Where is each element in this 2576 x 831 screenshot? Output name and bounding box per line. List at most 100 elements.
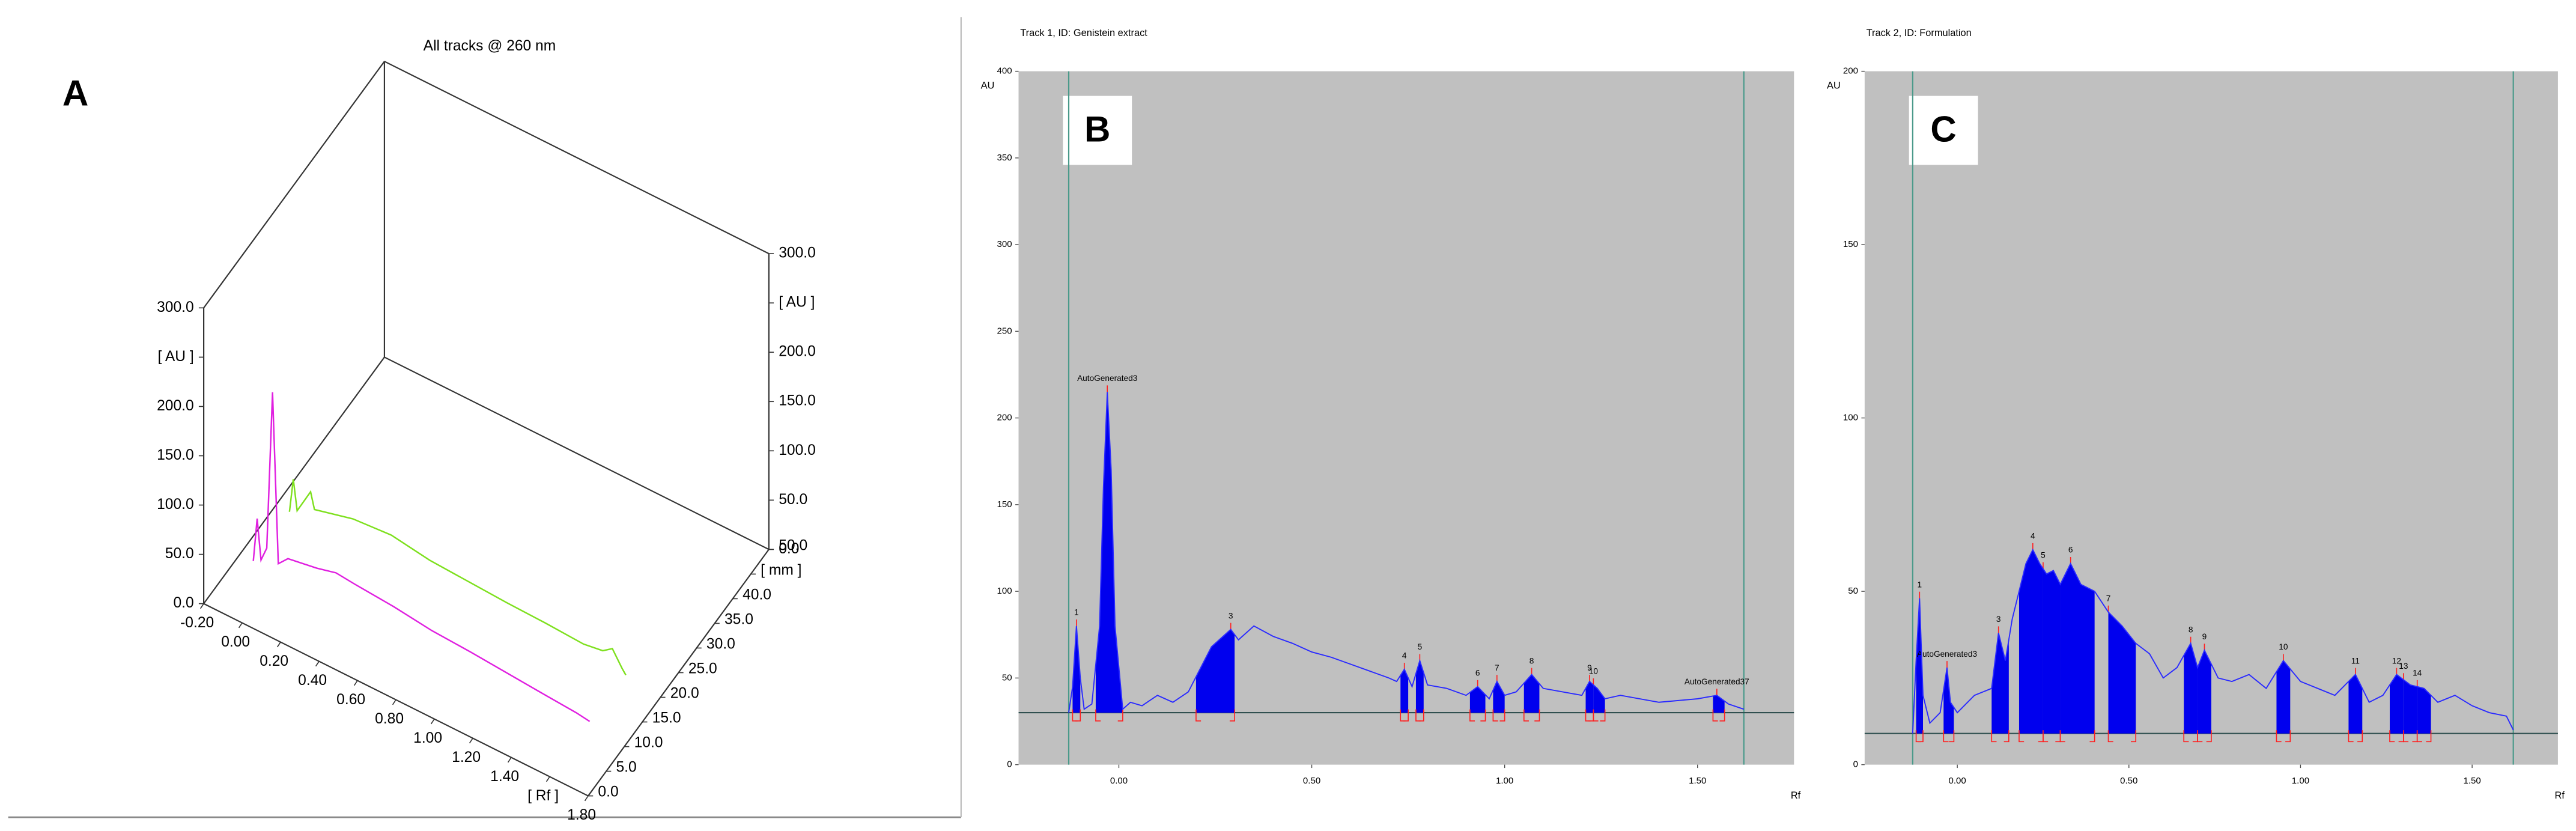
x-tick [507, 757, 512, 763]
x-tick-label: 0.40 [298, 672, 327, 689]
peak-label: 4 [2031, 532, 2035, 541]
peak-label: 1 [1074, 608, 1079, 617]
axis-edge [384, 356, 770, 550]
peak-bracket [1943, 730, 1949, 743]
peak-bracket [2183, 730, 2189, 743]
y-tick-label: 50 [1848, 586, 1858, 596]
trace [1912, 548, 2514, 734]
peak-bracket [2206, 730, 2212, 743]
x-tick [315, 661, 320, 667]
x-tick-label: 0.80 [375, 711, 404, 727]
peak-label: 7 [1495, 663, 1499, 672]
peak-area [2184, 643, 2198, 734]
chart-title: Track 2, ID: Formulation [1867, 28, 1972, 38]
z-tick-label: 50.0 [779, 537, 807, 553]
x-tick-label: 0.00 [1110, 776, 1128, 786]
z-tick-label: 20.0 [670, 686, 699, 702]
y-tick-label: 50.0 [165, 546, 194, 562]
peak-area [2348, 674, 2363, 734]
x-tick [353, 680, 358, 686]
peak-bracket [1712, 709, 1718, 722]
y2-tick-label: 200.0 [779, 344, 816, 360]
y-axis-label: AU [1827, 81, 1841, 91]
peak-bracket [1480, 709, 1486, 722]
x-axis-label: Rf [2554, 790, 2565, 801]
peak-bracket [2426, 730, 2432, 743]
y2-tick-label: 300.0 [779, 245, 816, 261]
y-tick-label: 0.0 [173, 595, 193, 611]
y2-tick-label: 0.0 [779, 541, 799, 557]
x-tick [238, 622, 243, 629]
panel-letter-box [1909, 96, 1978, 165]
peak-bracket [1918, 730, 1924, 743]
x-tick [469, 738, 473, 744]
y-tick-label: 400 [997, 66, 1012, 76]
peak-area [1585, 681, 1594, 713]
y2-tick-label: 50.0 [779, 492, 807, 508]
peak-bracket [2348, 730, 2354, 743]
y2-tick-label: 100.0 [779, 442, 816, 458]
peak-label: AutoGenerated3 [1077, 374, 1137, 383]
z-tick-label: 15.0 [652, 710, 681, 726]
peak-bracket [2357, 730, 2363, 743]
peak-bracket [1469, 709, 1475, 722]
peak-bracket [1075, 709, 1081, 722]
x-tick-label: 1.20 [452, 749, 481, 766]
peak-area [2198, 650, 2211, 734]
y-tick-label: [ AU ] [158, 349, 194, 365]
x-tick-label: 0.50 [2120, 776, 2137, 786]
peak-area [1072, 626, 1081, 713]
peak-bracket [1229, 709, 1235, 722]
y-tick-label: 0 [1007, 759, 1012, 770]
z-tick-label: 5.0 [616, 759, 637, 776]
peak-label: AutoGenerated37 [1684, 677, 1749, 686]
peak-label: 8 [2189, 625, 2193, 634]
x-tick-label: -0.20 [180, 615, 214, 631]
x-tick-label: 1.00 [413, 730, 442, 746]
x-axis-label: Rf [1791, 790, 1801, 801]
peak-area [1523, 674, 1540, 713]
peak-label: AutoGenerated3 [1917, 650, 1977, 659]
z-tick-label: 35.0 [724, 611, 753, 627]
y-tick-label: 300.0 [157, 299, 194, 315]
peak-bracket [1600, 709, 1606, 722]
peak-area [2417, 686, 2431, 734]
x-tick-label: 0.00 [1948, 776, 1966, 786]
panel-letter: A [62, 73, 88, 113]
y-tick-label: 100 [1843, 413, 1858, 423]
peak-area [2060, 563, 2095, 734]
y-tick-label: 150 [997, 499, 1012, 510]
trace [288, 479, 627, 676]
y2-tick-label: 150.0 [779, 393, 816, 409]
x-tick-label: [ Rf ] [527, 788, 559, 804]
peak-bracket [1534, 709, 1540, 722]
peak-area [2019, 549, 2043, 734]
y2-tick-label: [ AU ] [779, 294, 815, 311]
peak-area [2108, 612, 2136, 734]
peak-label: 3 [1996, 615, 2001, 624]
peak-bracket [2389, 730, 2395, 743]
peak-bracket [2197, 730, 2203, 743]
peak-label: 5 [2041, 550, 2046, 559]
peak-bracket [1949, 730, 1955, 743]
peak-bracket [2403, 730, 2409, 743]
peak-bracket [1719, 709, 1725, 722]
x-tick-label: 1.00 [2292, 776, 2309, 786]
x-tick-label: 1.50 [1689, 776, 1706, 786]
peak-bracket [2003, 730, 2009, 743]
x-tick-label: 1.80 [567, 807, 596, 823]
peak-bracket [1195, 709, 1201, 722]
x-tick-label: 0.50 [1303, 776, 1320, 786]
x-tick [276, 642, 281, 648]
peak-label: 5 [1418, 642, 1423, 651]
peak-area [1943, 668, 1954, 734]
peak-label: 10 [2279, 642, 2288, 651]
peak-bracket [1593, 709, 1599, 722]
peak-bracket [2059, 730, 2065, 743]
x-tick-label: 0.00 [221, 634, 250, 650]
peak-label: 4 [1402, 651, 1407, 660]
peak-bracket [1403, 709, 1409, 722]
peak-bracket [2276, 730, 2282, 743]
panel-letter-box [1063, 96, 1132, 165]
